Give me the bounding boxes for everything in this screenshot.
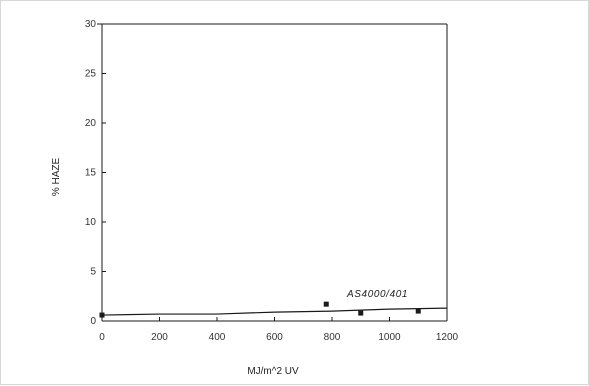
y-tick-label: 10 — [85, 217, 97, 228]
y-tick-label: 15 — [85, 168, 97, 179]
data-point-marker — [415, 308, 421, 314]
y-tick-label: 0 — [90, 316, 96, 327]
data-point-marker — [358, 310, 364, 316]
x-tick-label: 800 — [324, 332, 341, 343]
series-group — [99, 301, 448, 318]
x-tick-label: 600 — [266, 332, 283, 343]
x-tick-label: 0 — [99, 332, 105, 343]
data-point-marker — [99, 312, 105, 318]
data-point-marker — [323, 301, 329, 307]
axes-group — [97, 23, 448, 322]
y-tick-label: 20 — [85, 118, 97, 129]
x-tick-label: 1000 — [378, 332, 401, 343]
y-ticks-group: 0 5 10 15 20 25 30 — [85, 19, 106, 327]
y-axis-title: % HAZE — [51, 158, 62, 197]
x-tick-label: 400 — [209, 332, 226, 343]
y-tick-label: 25 — [85, 69, 97, 80]
x-tick-label: 1200 — [436, 332, 459, 343]
x-axis-title: MJ/m^2 UV — [247, 366, 299, 377]
haze-series-line — [101, 307, 448, 316]
x-ticks-group: 0 200 400 600 800 1000 1200 — [99, 317, 459, 343]
x-tick-label: 200 — [151, 332, 168, 343]
y-tick-label: 30 — [85, 19, 97, 30]
y-tick-label: 5 — [90, 267, 96, 278]
sample-annotation: AS4000/401 — [346, 289, 408, 300]
